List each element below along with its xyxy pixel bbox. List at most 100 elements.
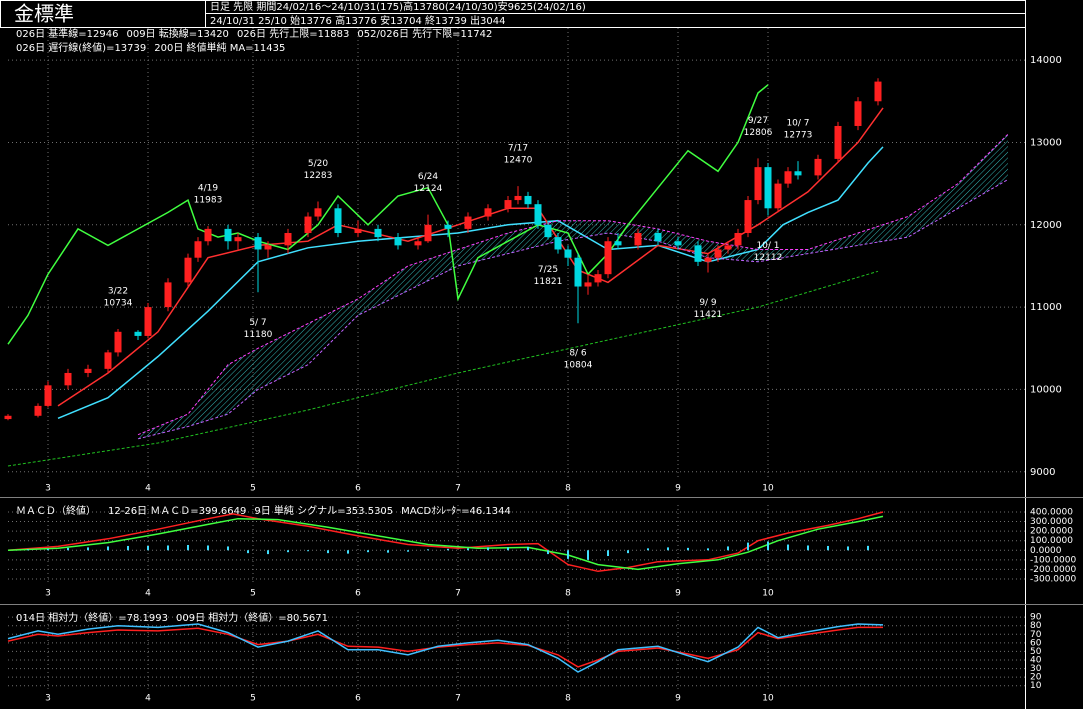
oscillator-bar bbox=[387, 550, 389, 553]
panel-title: ＭＡＣＤ（終値） bbox=[16, 504, 96, 517]
oscillator-bar bbox=[707, 548, 709, 551]
candle-body bbox=[144, 307, 152, 336]
oscillator-bar bbox=[427, 549, 429, 551]
candle-body bbox=[754, 167, 762, 201]
oscillator-bar bbox=[87, 547, 89, 551]
oscillator-bar bbox=[667, 547, 669, 551]
candle-body bbox=[554, 237, 562, 250]
x-tick-label: 10 bbox=[762, 484, 774, 494]
oscillator-bar bbox=[47, 548, 49, 551]
x-tick-label: 8 bbox=[565, 589, 571, 599]
x-tick-label: 6 bbox=[355, 589, 361, 599]
high-value: 12773 bbox=[784, 131, 813, 141]
y-tick-label: 50 bbox=[1030, 647, 1042, 657]
candle-body bbox=[394, 237, 402, 246]
x-tick-label: 3 bbox=[45, 589, 51, 599]
legend-entry: MACDｵｼﾚｰﾀｰ=46.1344 bbox=[401, 505, 511, 517]
candle-body bbox=[284, 233, 292, 246]
high-value: 11983 bbox=[194, 196, 223, 206]
oscillator-bar bbox=[107, 546, 109, 551]
oscillator-bar bbox=[447, 548, 449, 551]
x-tick-label: 9 bbox=[675, 589, 681, 599]
series-line bbox=[7, 623, 884, 673]
header-info: 日足 先限 期間24/02/16～24/10/31(175)高13780(24/… bbox=[210, 0, 586, 13]
y-tick-label: -300.0000 bbox=[1030, 574, 1076, 584]
candle-body bbox=[714, 249, 722, 258]
high-date: 7/17 bbox=[508, 144, 528, 154]
candle-body bbox=[334, 208, 342, 234]
x-tick-label: 4 bbox=[145, 589, 151, 599]
candle-body bbox=[84, 368, 92, 373]
x-tick-label: 8 bbox=[565, 484, 571, 494]
oscillator-bar bbox=[307, 550, 309, 552]
candle-body bbox=[834, 125, 842, 159]
header-info: 24/10/31 25/10 始13776 高13776 安13704 終137… bbox=[210, 14, 506, 27]
candle-body bbox=[164, 282, 172, 308]
oscillator-bar bbox=[167, 545, 169, 551]
candle-body bbox=[264, 245, 272, 250]
series-line bbox=[137, 179, 1009, 440]
low-date: 10/ 1 bbox=[756, 241, 779, 251]
candle-body bbox=[814, 158, 822, 176]
low-value: 11421 bbox=[694, 310, 723, 320]
oscillator-bar bbox=[227, 546, 229, 551]
x-tick-label: 9 bbox=[675, 694, 681, 704]
y-tick-label: -100.0000 bbox=[1030, 555, 1076, 565]
candle-body bbox=[194, 241, 202, 258]
high-value: 12470 bbox=[504, 156, 533, 166]
candle-body bbox=[604, 241, 612, 275]
candle-body bbox=[254, 237, 262, 250]
candle-body bbox=[134, 331, 142, 336]
candle-body bbox=[854, 101, 862, 126]
oscillator-bar bbox=[147, 545, 149, 551]
x-tick-label: 4 bbox=[145, 694, 151, 704]
series-line bbox=[7, 515, 884, 571]
x-tick-label: 5 bbox=[250, 589, 256, 599]
candle-body bbox=[774, 183, 782, 209]
oscillator-bar bbox=[647, 548, 649, 551]
oscillator-bar bbox=[487, 547, 489, 551]
oscillator-bar bbox=[187, 545, 189, 551]
legend-entry: 052/026日 先行下限=11742 bbox=[357, 27, 492, 40]
low-value: 10804 bbox=[564, 361, 593, 371]
oscillator-bar bbox=[347, 550, 349, 554]
legend-entry: 009日 転換線=13420 bbox=[126, 27, 228, 40]
candle-body bbox=[224, 228, 232, 242]
candle-body bbox=[114, 331, 122, 353]
candle-body bbox=[724, 245, 732, 250]
oscillator-bar bbox=[127, 545, 129, 551]
oscillator-bar bbox=[567, 550, 569, 559]
y-tick-label: 12000 bbox=[1030, 220, 1062, 231]
x-tick-label: 3 bbox=[45, 484, 51, 494]
y-tick-label: 10 bbox=[1030, 681, 1042, 691]
candle-body bbox=[354, 228, 362, 234]
candle-body bbox=[44, 385, 52, 406]
low-date: 7/25 bbox=[538, 265, 558, 275]
oscillator-bar bbox=[527, 546, 529, 551]
y-tick-label: 90 bbox=[1030, 613, 1042, 623]
y-tick-label: -200.0000 bbox=[1030, 565, 1076, 575]
series-line bbox=[7, 270, 879, 467]
x-tick-label: 4 bbox=[145, 484, 151, 494]
high-date: 5/20 bbox=[308, 159, 328, 169]
candle-body bbox=[574, 257, 582, 287]
candle-body bbox=[64, 372, 72, 386]
candle-body bbox=[414, 241, 422, 246]
high-date: 10/ 7 bbox=[786, 119, 809, 129]
high-date: 6/24 bbox=[418, 172, 438, 182]
oscillator-bar bbox=[607, 550, 609, 557]
candle-body bbox=[744, 200, 752, 234]
candle-body bbox=[314, 208, 322, 217]
candle-body bbox=[184, 257, 192, 283]
candle-body bbox=[514, 195, 522, 201]
low-date: 8/ 6 bbox=[569, 349, 587, 359]
candle-body bbox=[4, 415, 12, 420]
low-date: 9/ 9 bbox=[699, 298, 717, 308]
legend-entry: 200日 終値単純 MA=11435 bbox=[154, 41, 285, 54]
oscillator-bar bbox=[27, 549, 29, 551]
candle-body bbox=[504, 200, 512, 209]
oscillator-bar bbox=[847, 546, 849, 551]
candle-body bbox=[764, 167, 772, 209]
x-tick-label: 10 bbox=[762, 589, 774, 599]
